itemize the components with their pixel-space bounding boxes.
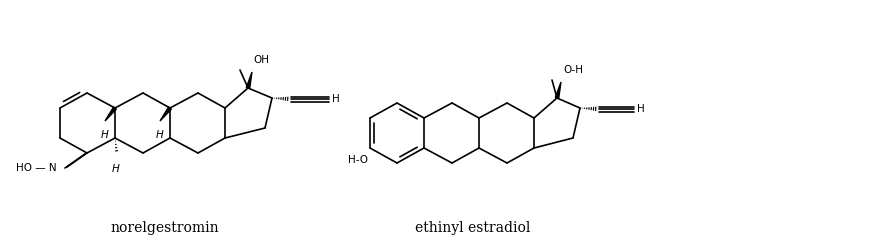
Polygon shape [247, 72, 252, 88]
Text: H: H [637, 104, 645, 114]
Text: O-H: O-H [563, 65, 583, 75]
Text: — N: — N [32, 163, 56, 173]
Polygon shape [160, 107, 172, 121]
Text: ethinyl estradiol: ethinyl estradiol [416, 221, 531, 235]
Text: OH: OH [253, 55, 269, 65]
Polygon shape [555, 82, 561, 98]
Polygon shape [105, 107, 116, 121]
Text: HO: HO [16, 163, 32, 173]
Text: H: H [101, 130, 109, 140]
Text: norelgestromin: norelgestromin [111, 221, 219, 235]
Text: H: H [332, 94, 340, 104]
Text: H-O: H-O [348, 155, 368, 165]
Text: H: H [112, 164, 120, 174]
Text: H: H [156, 130, 164, 140]
